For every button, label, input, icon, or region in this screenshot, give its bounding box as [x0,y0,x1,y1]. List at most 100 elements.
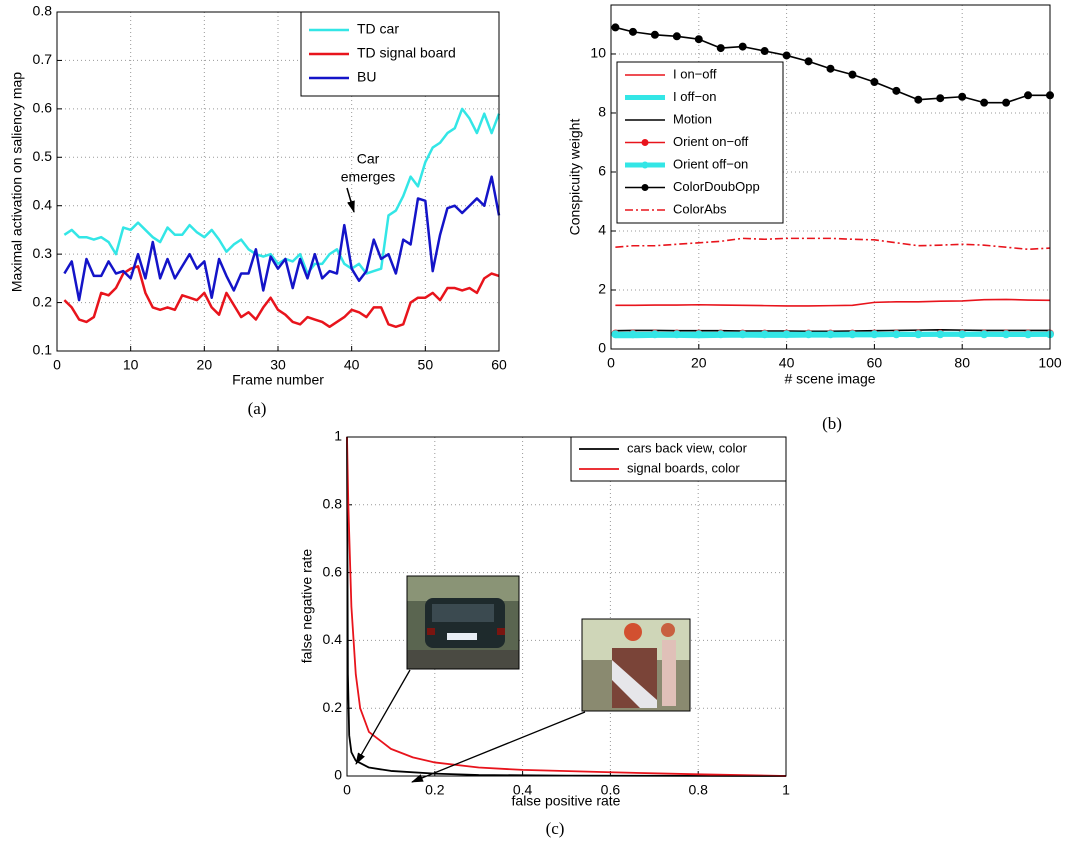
x-tick-label: 50 [418,357,434,373]
series-marker [980,98,989,107]
series-line [63,175,501,302]
series-marker [672,330,681,339]
series-line [615,237,1051,251]
x-tick-label: 0.2 [425,782,445,798]
inset-car [406,575,520,670]
series-marker [936,330,945,339]
y-axis-label: Conspicuity weight [567,119,583,236]
x-tick-label: 20 [691,355,707,371]
y-tick-label: 0.5 [33,148,53,164]
series-marker [611,23,620,32]
x-tick-label: 1 [782,782,790,798]
caption: (b) [822,414,842,433]
legend-label: ColorAbs [673,201,727,216]
y-tick-label: 0.6 [323,563,343,579]
series-marker [716,330,725,339]
x-tick-label: 60 [491,357,507,373]
x-tick-label: 10 [123,357,139,373]
series-marker [914,330,923,339]
series-marker [958,330,967,339]
y-tick-label: 8 [598,104,606,120]
series-marker [936,94,945,103]
y-tick-label: 0.8 [33,3,53,19]
x-tick-label: 0 [607,355,615,371]
y-tick-label: 0.8 [323,496,343,512]
series-marker [738,330,747,339]
series-line [615,298,1051,307]
y-tick-label: 0 [334,767,342,783]
series-marker [1024,91,1033,100]
series-marker [716,44,725,53]
y-tick-label: 0.2 [323,699,343,715]
x-axis-label: Frame number [232,372,324,388]
x-tick-label: 0.4 [513,782,533,798]
series-line [346,436,787,777]
series-marker [848,330,857,339]
inset-sign [581,618,691,712]
x-tick-label: 20 [197,357,213,373]
caption: (a) [248,399,267,418]
x-tick-label: 60 [867,355,883,371]
x-axis-label: false positive rate [512,793,621,809]
y-tick-label: 10 [590,45,606,61]
series-marker [672,32,681,41]
legend-marker [641,184,649,191]
series-marker [804,330,813,339]
x-tick-label: 80 [954,355,970,371]
axes-frame [56,11,500,352]
legend-label: cars back view, color [627,440,748,455]
series-marker [804,57,813,66]
series-marker [782,51,791,60]
y-tick-label: 0.3 [33,245,53,261]
x-tick-label: 0.6 [601,782,621,798]
series-marker [628,330,637,339]
legend-label: signal boards, color [627,460,740,475]
legend-label: I off−on [673,89,717,104]
legend-label: TD signal board [357,45,456,61]
y-axis-label: Maximal activation on saliency map [9,72,25,292]
series-marker [694,35,703,44]
charts: 0 10 20 30 40 50 600.10.20.30.40.50.60.70.8Fra… [9,3,1062,838]
y-tick-label: 0 [598,340,606,356]
legend-marker [641,139,649,146]
series-marker [892,330,901,339]
series-marker [1024,330,1033,339]
legend-label: Orient on−off [673,134,749,149]
axes-frame [346,436,787,777]
series-marker [760,47,769,56]
series-marker [848,70,857,79]
legend-label: BU [357,69,376,85]
y-tick-label: 0.4 [33,196,53,212]
inset-arrow [355,669,411,765]
y-tick-label: 4 [598,222,606,238]
y-tick-label: 1 [334,428,342,444]
x-tick-label: 100 [1038,355,1062,371]
y-tick-label: 2 [598,281,606,297]
y-tick-label: 0.4 [323,631,343,647]
series-marker [738,42,747,51]
axes-frame [610,4,1051,350]
series-marker [980,330,989,339]
series-marker [826,64,835,73]
y-tick-label: 6 [598,163,606,179]
legend-label: ColorDoubOpp [673,179,760,194]
y-axis-label: false negative rate [299,549,315,664]
series-marker [958,92,967,101]
series-marker [611,330,620,339]
series-marker [870,78,879,87]
y-tick-label: 0.2 [33,293,53,309]
legend-box [570,436,787,482]
y-tick-label: 0.1 [33,342,53,358]
series-marker [650,330,659,339]
series-marker [650,30,659,39]
series-marker [826,330,835,339]
series-marker [694,330,703,339]
series-marker [1002,98,1011,107]
x-tick-label: 0 [53,357,61,373]
x-tick-label: 0 [343,782,351,798]
x-tick-label: 0.8 [688,782,708,798]
series-marker [870,330,879,339]
y-tick-label: 0.7 [33,51,53,67]
x-tick-label: 30 [270,357,286,373]
